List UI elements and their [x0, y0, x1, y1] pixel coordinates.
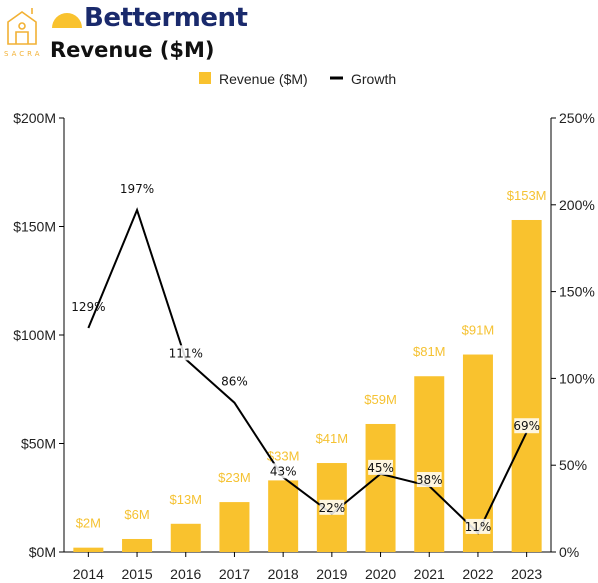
- growth-point-label: 45%: [367, 461, 394, 475]
- x-tick-label: 2018: [268, 566, 299, 582]
- revenue-bar-label: $41M: [316, 431, 349, 446]
- revenue-bar: [170, 523, 201, 552]
- header: SACRA Betterment Revenue ($M): [0, 0, 598, 70]
- revenue-bar: [414, 376, 445, 552]
- x-tick-label: 2015: [121, 566, 152, 582]
- bar-labels: $2M $6M $13M $23M $33M $41M $59M $81M $91M $153M: [76, 188, 547, 531]
- legend-label-revenue: Revenue ($M): [219, 71, 308, 87]
- revenue-bar: [122, 538, 153, 552]
- growth-label-bg: [465, 518, 491, 534]
- y-right-tick-label: 50%: [559, 457, 587, 473]
- revenue-bar-label: $13M: [169, 492, 202, 507]
- growth-line: [87, 207, 528, 535]
- sacra-logo-icon: [7, 8, 37, 45]
- growth-series: [87, 207, 528, 535]
- page-title: Revenue ($M): [50, 38, 215, 62]
- chart-axes: $0M $50M $100M $150M $200M 0% 50% 100% 150% 200% 2…: [13, 110, 595, 560]
- growth-point-label: 86%: [221, 375, 248, 389]
- y-left-tick-label: $50M: [21, 436, 56, 452]
- growth-label-bg: [319, 499, 345, 515]
- revenue-bar-label: $91M: [462, 323, 495, 338]
- revenue-bar-label: $81M: [413, 344, 446, 359]
- x-tick-label: 2021: [414, 566, 445, 582]
- y-left-tick-label: $0M: [29, 544, 56, 560]
- revenue-bar-label: $23M: [218, 470, 251, 485]
- chart-legend: Revenue ($M) Growth: [199, 71, 396, 87]
- legend-label-growth: Growth: [351, 71, 396, 87]
- y-left-tick-label: $150M: [13, 219, 56, 235]
- revenue-bar-label: $6M: [124, 507, 149, 522]
- x-tick-label: 2020: [365, 566, 396, 582]
- sacra-wordmark: SACRA: [4, 50, 43, 58]
- growth-label-bg: [514, 418, 540, 434]
- x-tick-label: 2023: [511, 566, 542, 582]
- y-left-tick-label: $100M: [13, 327, 56, 343]
- y-right-tick-label: 0%: [559, 544, 579, 560]
- brand-name: Betterment: [84, 3, 248, 33]
- x-tick-label: 2014: [73, 566, 104, 582]
- y-right-tick-label: 100%: [559, 370, 595, 386]
- growth-label-bg: [270, 463, 296, 479]
- revenue-bar: [73, 547, 104, 552]
- bar-series: [73, 219, 542, 553]
- x-tick-label: 2016: [170, 566, 201, 582]
- growth-point-label: 69%: [513, 419, 540, 433]
- x-tick-label: 2017: [219, 566, 250, 582]
- growth-point-label: 11%: [465, 520, 492, 534]
- revenue-bar: [365, 423, 396, 552]
- growth-label-bg: [169, 345, 202, 361]
- y-left-tick-label: $200M: [13, 110, 56, 126]
- revenue-bar-label: $33M: [267, 448, 300, 463]
- y-right-tick-label: 150%: [559, 284, 595, 300]
- revenue-bar-label: $2M: [76, 516, 101, 531]
- growth-labels: 129% 197% 111% 86% 43% 22% 45% 38% 11% 69%: [71, 182, 540, 534]
- x-tick-label: 2019: [316, 566, 347, 582]
- revenue-bar-label: $153M: [507, 188, 547, 203]
- growth-point-label: 111%: [169, 346, 203, 360]
- revenue-bar: [219, 502, 250, 552]
- growth-label-bg: [416, 472, 442, 488]
- x-axis-ticks: 2014 2015 2016 2017 2018 2019 2020 2021 2022 2023: [73, 552, 542, 582]
- revenue-bar: [511, 219, 542, 553]
- legend-swatch-revenue: [199, 72, 211, 84]
- y-right-tick-label: 200%: [559, 197, 595, 213]
- growth-point-label: 129%: [71, 300, 105, 314]
- revenue-bar: [268, 480, 299, 552]
- growth-point-label: 197%: [120, 182, 154, 196]
- x-tick-label: 2022: [462, 566, 493, 582]
- growth-point-label: 43%: [270, 464, 297, 478]
- revenue-bar-label: $59M: [364, 392, 397, 407]
- y-right-tick-label: 250%: [559, 110, 595, 126]
- growth-point-label: 38%: [416, 473, 443, 487]
- betterment-logo-icon: [52, 13, 82, 28]
- growth-point-label: 22%: [319, 501, 346, 515]
- growth-label-bg: [368, 459, 393, 475]
